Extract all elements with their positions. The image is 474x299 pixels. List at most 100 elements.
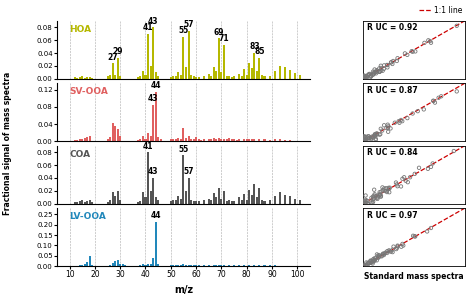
Bar	[203, 140, 205, 141]
Bar	[137, 77, 139, 79]
Point	[371, 132, 379, 136]
Point	[365, 71, 373, 76]
Point	[376, 69, 383, 74]
Bar	[213, 265, 215, 266]
Bar	[200, 140, 202, 141]
Point	[376, 190, 383, 195]
Bar	[208, 74, 210, 79]
Point	[392, 180, 400, 185]
Point	[362, 76, 369, 81]
Point	[367, 258, 374, 263]
Bar	[198, 265, 200, 266]
Point	[360, 138, 368, 143]
Point	[366, 260, 374, 265]
Bar	[150, 264, 152, 266]
Bar	[190, 200, 192, 204]
Point	[372, 71, 380, 76]
Bar	[177, 72, 180, 79]
Bar	[192, 139, 195, 141]
Point	[371, 193, 378, 198]
Point	[361, 200, 369, 205]
Bar	[203, 76, 205, 79]
Bar	[284, 140, 286, 141]
Bar	[246, 75, 248, 79]
Bar	[79, 201, 81, 204]
Point	[377, 68, 384, 73]
Point	[369, 259, 377, 264]
Bar	[185, 191, 187, 204]
Bar	[213, 67, 215, 79]
Point	[379, 68, 386, 73]
Bar	[86, 262, 88, 266]
Bar	[84, 138, 86, 141]
Bar	[198, 140, 200, 141]
Bar	[86, 201, 88, 204]
Point	[365, 72, 373, 77]
Text: 83: 83	[249, 42, 260, 51]
Point	[415, 165, 423, 170]
Point	[370, 257, 377, 261]
Bar	[180, 75, 182, 79]
Bar	[188, 178, 190, 204]
Text: 71: 71	[219, 34, 229, 43]
Text: 41: 41	[143, 23, 153, 32]
Bar	[228, 265, 230, 266]
Bar	[243, 139, 245, 141]
Point	[387, 60, 395, 65]
Point	[369, 194, 377, 199]
Bar	[89, 200, 91, 204]
Bar	[251, 68, 253, 79]
Point	[404, 180, 411, 184]
Point	[427, 164, 435, 169]
Point	[374, 68, 381, 73]
Bar	[261, 200, 263, 204]
Point	[361, 138, 368, 142]
Point	[393, 245, 401, 250]
Bar	[175, 200, 177, 204]
Bar	[261, 75, 263, 79]
Bar	[182, 264, 184, 266]
Point	[384, 126, 392, 130]
Point	[370, 71, 378, 76]
Text: 57: 57	[183, 20, 194, 30]
Text: COA: COA	[70, 150, 91, 159]
Point	[379, 185, 386, 190]
Bar	[109, 75, 111, 79]
Point	[384, 124, 392, 129]
Bar	[264, 76, 265, 79]
Point	[383, 249, 391, 254]
Point	[377, 126, 384, 131]
Point	[409, 111, 417, 116]
Bar	[223, 139, 225, 141]
Point	[379, 252, 387, 257]
Bar	[107, 76, 109, 79]
Point	[393, 184, 401, 189]
Point	[360, 75, 368, 80]
Point	[376, 132, 383, 137]
Bar	[73, 77, 76, 79]
Bar	[223, 45, 225, 79]
Bar	[142, 192, 144, 204]
Point	[361, 76, 368, 81]
Bar	[289, 70, 291, 79]
Point	[362, 199, 369, 203]
Point	[438, 94, 445, 99]
Point	[373, 68, 381, 73]
Point	[378, 128, 386, 133]
Point	[378, 189, 385, 194]
Point	[360, 76, 368, 81]
Point	[414, 109, 421, 114]
Bar	[122, 264, 124, 266]
Point	[375, 254, 383, 259]
Point	[389, 247, 396, 252]
Bar	[117, 129, 118, 141]
Bar	[152, 258, 154, 266]
Point	[406, 175, 414, 180]
Point	[361, 134, 368, 139]
Point	[374, 196, 381, 201]
Point	[372, 70, 380, 74]
Bar	[170, 201, 172, 204]
Point	[402, 178, 410, 183]
Bar	[198, 77, 200, 79]
Point	[403, 52, 411, 57]
